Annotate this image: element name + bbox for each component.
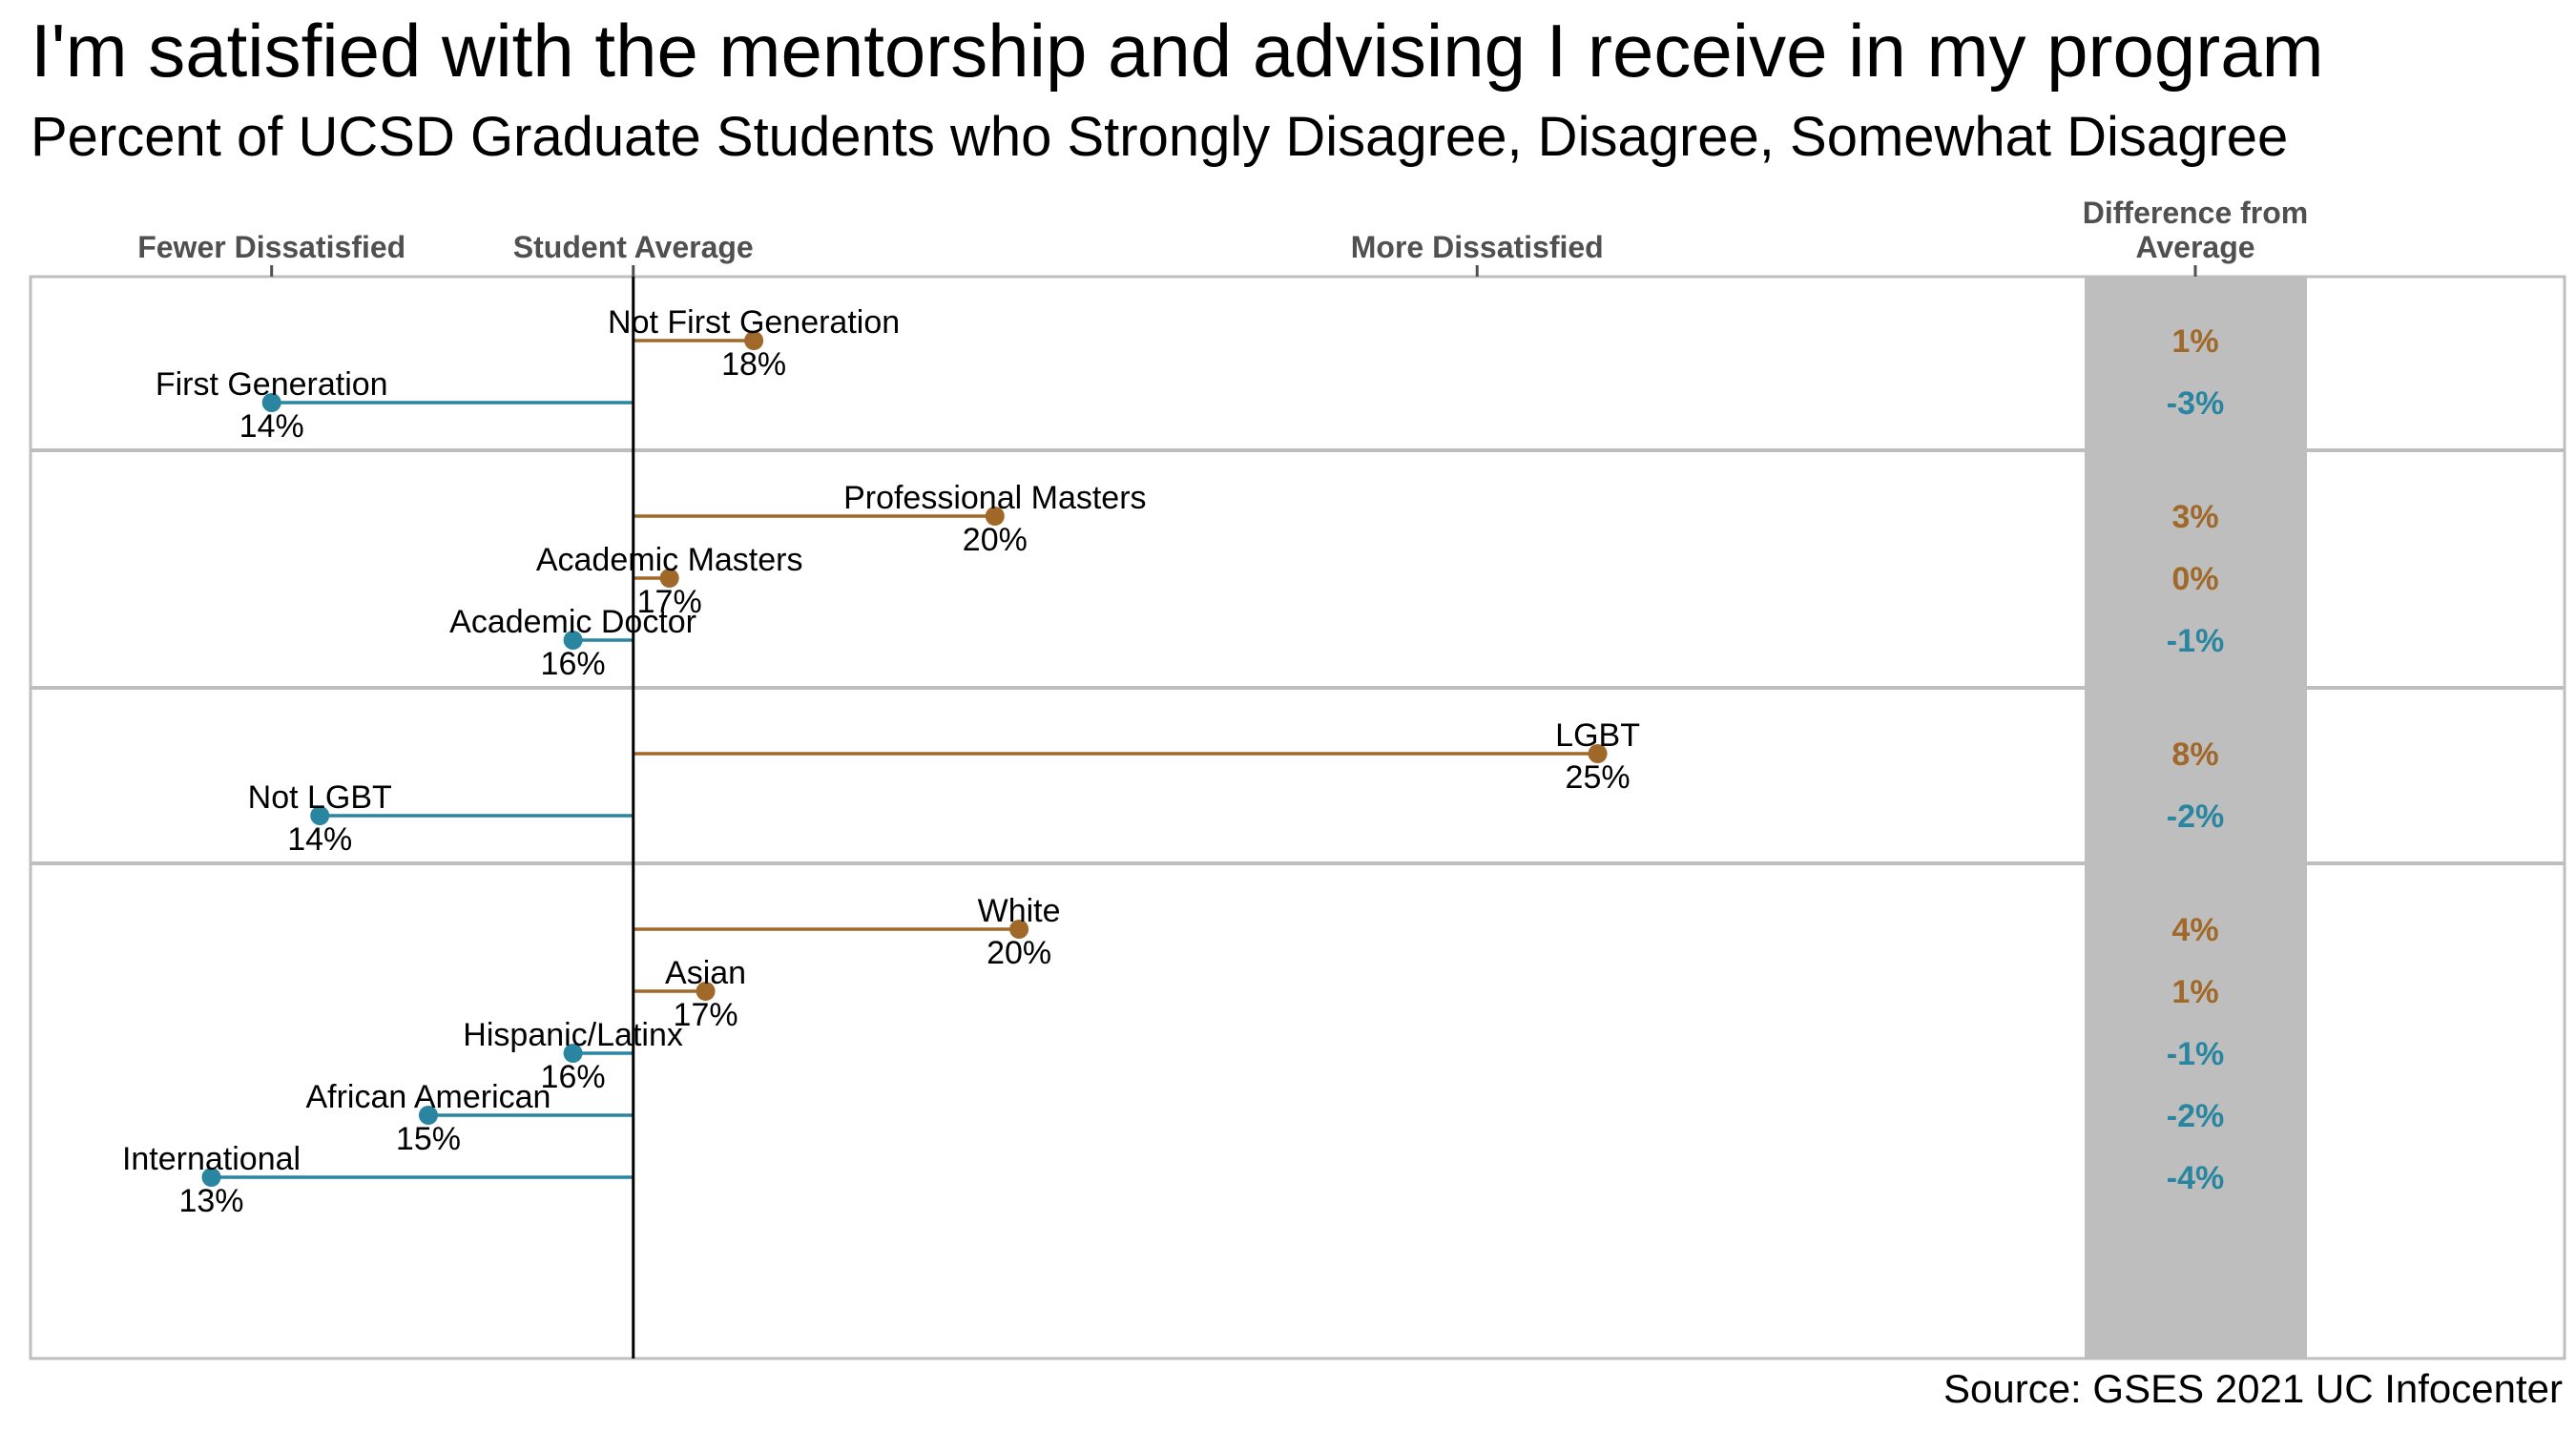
difference-label-3-2: -1%: [2167, 1036, 2224, 1072]
chart-title: I'm satisfied with the mentorship and ad…: [31, 9, 2324, 93]
point-label-3-2: Hispanic/Latinx: [463, 1017, 683, 1053]
top-axis-label-1: Student Average: [513, 230, 754, 264]
difference-label-3-4: -4%: [2167, 1160, 2224, 1196]
difference-label-1-1: 0%: [2171, 561, 2218, 597]
plot-frame: [29, 275, 2566, 1360]
difference-label-0-1: -3%: [2167, 385, 2224, 422]
difference-label-3-1: 1%: [2171, 974, 2218, 1010]
value-label-3-3: 15%: [396, 1121, 461, 1157]
point-label-3-1: Asian: [665, 955, 746, 991]
value-label-2-1: 14%: [287, 821, 352, 858]
difference-header-line-0: Difference from: [2083, 196, 2309, 230]
top-axis-label-0: Fewer Dissatisfied: [137, 230, 405, 264]
value-label-0-0: 18%: [721, 346, 786, 383]
point-3-2: [563, 1044, 583, 1063]
point-1-0: [985, 507, 1005, 526]
value-label-3-4: 13%: [178, 1183, 243, 1219]
value-label-0-1: 14%: [239, 408, 304, 445]
point-0-1: [261, 393, 281, 412]
top-axis-label-2: More Dissatisfied: [1351, 230, 1604, 264]
point-3-0: [1009, 920, 1029, 939]
difference-label-3-0: 4%: [2171, 912, 2218, 948]
value-label-3-1: 17%: [674, 997, 738, 1033]
difference-label-0-0: 1%: [2171, 323, 2218, 360]
value-label-3-0: 20%: [987, 935, 1051, 971]
difference-header-line-1: Average: [2135, 230, 2254, 264]
point-0-0: [744, 331, 764, 350]
difference-label-3-3: -2%: [2167, 1098, 2224, 1134]
point-3-4: [201, 1168, 221, 1187]
point-label-3-4: International: [122, 1141, 301, 1177]
point-label-0-0: Not First Generation: [608, 304, 900, 341]
point-label-2-0: LGBT: [1555, 717, 1640, 754]
point-label-2-1: Not LGBT: [248, 779, 392, 816]
point-label-1-0: Professional Masters: [843, 480, 1146, 516]
point-label-1-1: Academic Masters: [536, 542, 803, 578]
point-2-0: [1588, 744, 1608, 763]
difference-label-1-2: -1%: [2167, 623, 2224, 659]
point-1-2: [563, 631, 583, 650]
value-label-1-0: 20%: [963, 522, 1028, 558]
point-2-1: [310, 806, 330, 825]
difference-label-1-0: 3%: [2171, 499, 2218, 535]
source-note: Source: GSES 2021 UC Infocenter: [1942, 1366, 2563, 1411]
difference-label-2-0: 8%: [2171, 736, 2218, 773]
point-label-3-0: White: [978, 893, 1061, 929]
difference-label-2-1: -2%: [2167, 798, 2224, 835]
point-label-3-3: African American: [305, 1079, 551, 1115]
point-label-1-2: Academic Doctor: [449, 604, 696, 640]
point-1-1: [659, 569, 679, 588]
point-label-0-1: First Generation: [156, 366, 388, 403]
value-label-2-0: 25%: [1566, 759, 1631, 796]
difference-column-panel: [2085, 277, 2307, 1358]
point-3-3: [418, 1106, 438, 1125]
value-label-3-2: 16%: [541, 1059, 606, 1095]
point-3-1: [696, 982, 716, 1001]
chart-subtitle: Percent of UCSD Graduate Students who St…: [31, 106, 2289, 168]
value-label-1-2: 16%: [541, 646, 606, 682]
value-label-1-1: 17%: [637, 584, 702, 620]
